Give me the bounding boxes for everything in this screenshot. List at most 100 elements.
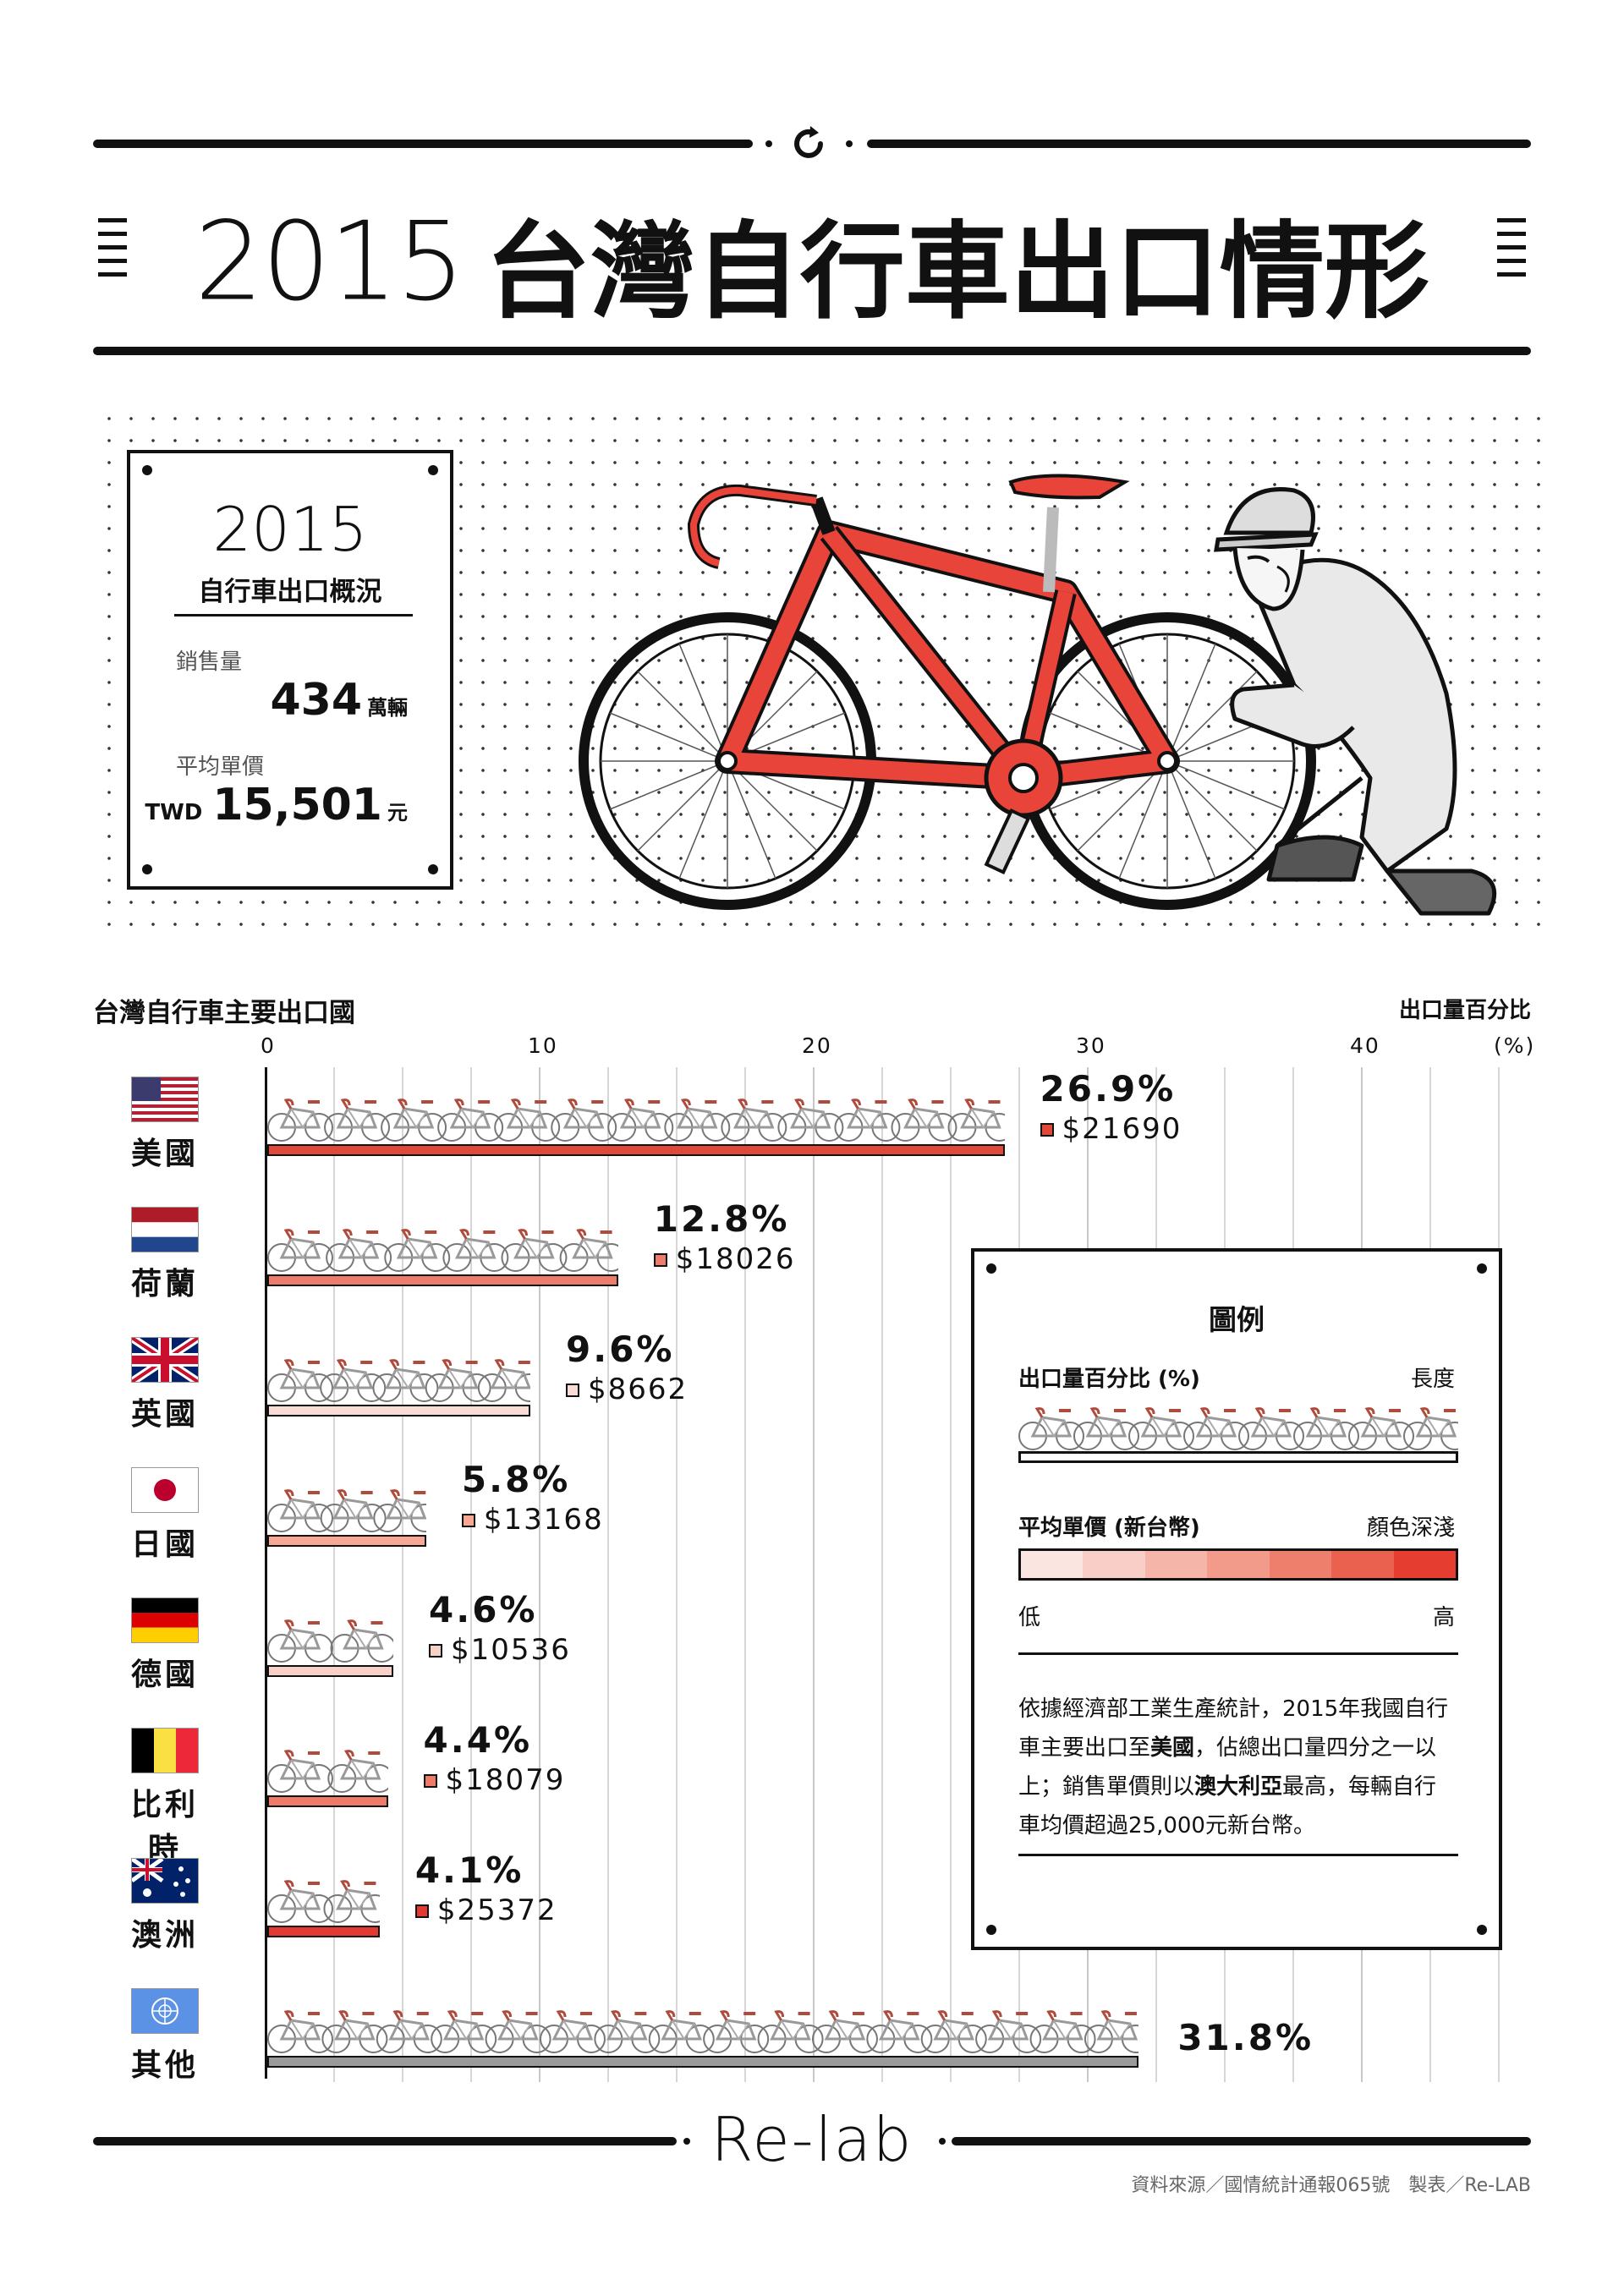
bar	[267, 1926, 380, 1937]
title-deco-left	[98, 218, 127, 286]
header-dot-left	[765, 140, 772, 147]
price-label: $18079	[423, 1763, 566, 1797]
grid-line	[881, 1067, 883, 2082]
legend-low: 低	[1018, 1605, 1041, 1630]
bar-bike-stack	[267, 1224, 618, 1274]
bike-icon	[975, 2010, 1042, 2053]
bike-icon	[920, 2010, 987, 2053]
bike-icon-row	[1018, 1407, 1458, 1450]
country-name: 比利時	[130, 1788, 199, 1866]
bike-icon-row	[267, 1099, 1005, 1142]
bar-bike-stack	[267, 1614, 394, 1665]
data-label: 9.6%	[566, 1329, 675, 1370]
legend-color-row: 平均單價 (新台幣) 顏色深淺	[1018, 1510, 1455, 1542]
legend-length-right: 長度	[1410, 1367, 1455, 1392]
bike-icon	[442, 1229, 509, 1272]
bike-icon	[372, 1359, 439, 1402]
bike-icon	[425, 1359, 491, 1402]
bike-icon	[376, 2010, 442, 2053]
bike-icon	[1084, 2010, 1139, 2053]
summary-card: 2015 自行車出口概況 銷售量 434 萬輛 平均單價 TWD 15,501 元	[127, 450, 453, 890]
title-text: 台灣自行車出口情形	[485, 211, 1429, 333]
bike-icon	[327, 1750, 388, 1793]
bike-icon	[1128, 1407, 1194, 1450]
grid-line	[402, 1067, 403, 2082]
bike-icon-row	[267, 1880, 380, 1923]
bike-icon	[757, 2010, 824, 2053]
footer-rule-left	[93, 2137, 677, 2145]
page-title: 2015 台灣自行車出口情形	[0, 186, 1624, 338]
bar	[267, 1795, 388, 1807]
summary-divider	[174, 614, 413, 616]
sales-label: 銷售量	[176, 649, 243, 675]
bike-icon	[267, 1099, 333, 1142]
title-year: 2015	[195, 199, 465, 326]
data-label: 4.1%	[414, 1849, 524, 1891]
price-label: $21690	[1040, 1112, 1182, 1146]
gradient-step	[1144, 1551, 1208, 1578]
gradient-step	[1269, 1551, 1332, 1578]
legend-bike-row	[1018, 1402, 1458, 1453]
legend-card: 圖例 出口量百分比 (%) 長度 平均單價 (新台幣) 顏色深淺 低 高 依據經…	[971, 1248, 1502, 1950]
bike-icon	[1183, 1407, 1249, 1450]
legend-length-bar	[1018, 1451, 1458, 1463]
bike-icon	[559, 1229, 618, 1272]
flag-uk-icon	[131, 1337, 199, 1383]
bike-icon	[607, 1099, 674, 1142]
price-label: $8662	[566, 1373, 688, 1406]
price-label: 平均單價	[176, 754, 265, 780]
bike-icon-row	[267, 1229, 618, 1272]
legend-high: 高	[1432, 1605, 1455, 1630]
bike-icon	[373, 1489, 426, 1532]
bar-bike-stack	[267, 1093, 1005, 1144]
legend-divider-top	[1018, 1652, 1458, 1655]
grid-line	[607, 1067, 609, 2082]
price-swatch	[653, 1253, 667, 1267]
country-name: 荷蘭	[130, 1267, 199, 1301]
bike-icon	[324, 1099, 391, 1142]
title-deco-right	[1497, 218, 1526, 286]
grid-line	[813, 1067, 815, 2082]
brand-logo: Re-lab	[710, 2104, 914, 2175]
bike-icon	[381, 1099, 447, 1142]
bike-icon	[539, 2010, 606, 2053]
grid-line	[744, 1067, 746, 2082]
header-dot-right	[846, 140, 853, 147]
bike-icon	[330, 1619, 394, 1663]
bike-icon	[664, 1099, 731, 1142]
bike-icon-row	[267, 1489, 426, 1532]
country-name: 其他	[130, 2048, 199, 2083]
country-label: 比利時	[118, 1728, 211, 1868]
gradient-step	[1393, 1551, 1456, 1578]
legend-color-label: 平均單價 (新台幣)	[1018, 1515, 1200, 1541]
legend-scale-row: 低 高	[1018, 1600, 1455, 1631]
country-name: 英國	[130, 1397, 199, 1432]
bike-icon	[703, 2010, 770, 2053]
bike-icon	[866, 2010, 933, 2053]
grid-line	[470, 1067, 472, 2082]
bike-icon-row	[267, 1359, 531, 1402]
legend-note: 依據經濟部工業生產統計，2015年我國自行車主要出口至美國，佔總出口量四分之一以…	[1018, 1696, 1449, 1838]
red-bicycle-illustration	[579, 474, 1316, 910]
footer-dot-left	[683, 2138, 690, 2145]
bar	[267, 1665, 394, 1677]
summary-subtitle: 自行車出口概況	[198, 577, 382, 607]
price-label: $13168	[461, 1503, 604, 1537]
price-label: $10536	[429, 1633, 571, 1667]
bike-icon-row	[267, 1619, 394, 1663]
bike-icon	[1238, 1407, 1304, 1450]
header-rule-left	[93, 140, 753, 148]
bar-bike-stack	[267, 1875, 380, 1926]
data-label: 31.8%	[1177, 2017, 1314, 2058]
summary-year: 2015	[212, 494, 368, 565]
data-label: 4.6%	[429, 1589, 538, 1630]
flag-jp-icon	[131, 1467, 199, 1513]
data-label: 5.8%	[461, 1459, 571, 1500]
note-highlight-usa: 美國	[1150, 1735, 1195, 1761]
chart-measure-label: 出口量百分比	[1398, 998, 1531, 1023]
bike-icon	[721, 1099, 787, 1142]
bike-icon	[947, 1099, 1005, 1142]
bike-icon	[834, 1099, 901, 1142]
country-label: 日國	[118, 1467, 211, 1564]
x-tick-label: 30	[1076, 1033, 1106, 1058]
